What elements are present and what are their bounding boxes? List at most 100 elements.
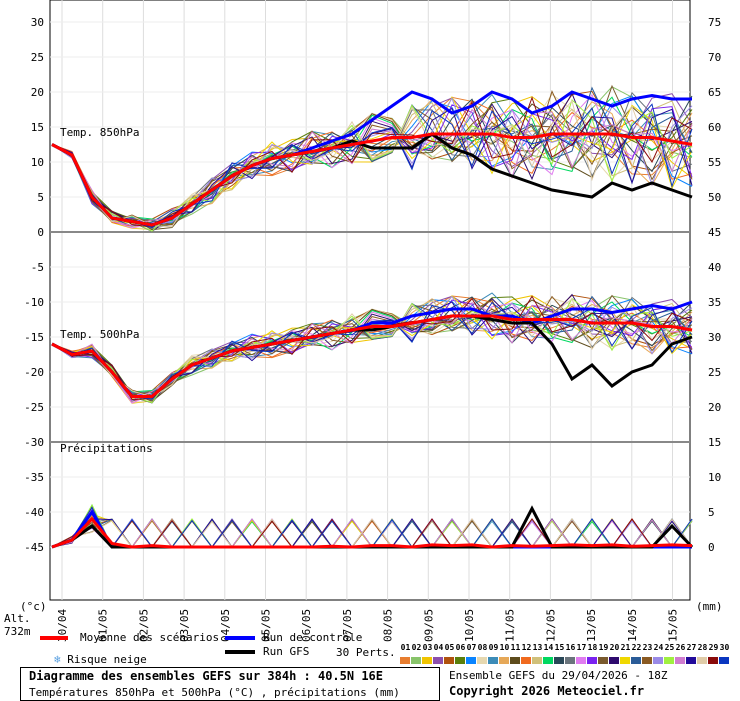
left-tick-label: 10 [31, 156, 44, 169]
x-tick-label: 15/05 [667, 609, 680, 642]
legend-mean: Moyenne des scénarios [40, 631, 219, 644]
panel-label-t850: Temp. 850hPa [60, 126, 139, 139]
perturbation-legend-item: 30 [719, 640, 730, 667]
right-tick-label: 0 [708, 541, 715, 554]
perturbation-number: 02 [411, 643, 422, 652]
perturbation-swatch [400, 657, 410, 664]
right-tick-label: 5 [708, 506, 715, 519]
perturbation-number: 10 [499, 643, 510, 652]
x-tick-label: 10/05 [463, 609, 476, 642]
perturbation-number: 14 [543, 643, 554, 652]
left-tick-label: 20 [31, 86, 44, 99]
perturbation-number: 16 [565, 643, 576, 652]
perturbation-swatch [686, 657, 696, 664]
left-tick-label: -25 [24, 401, 44, 414]
series-t500-moyenne-des-sc-narios [51, 314, 693, 398]
perturbation-swatch [532, 657, 542, 664]
perturbation-swatch [576, 657, 586, 664]
perturbation-swatch [587, 657, 597, 664]
legend-mean-label: Moyenne des scénarios [80, 631, 220, 644]
perturbation-swatch [554, 657, 564, 664]
perturbation-swatch [477, 657, 487, 664]
legend-snow: ❄ Risque neige [54, 653, 147, 666]
perturbation-legend-item: 04 [433, 640, 444, 667]
perturbation-legend-item: 01 [400, 640, 411, 667]
right-tick-label: 60 [708, 121, 721, 134]
perturbation-legend-item: 06 [455, 640, 466, 667]
perturbation-number: 08 [477, 643, 488, 652]
perturbation-number: 23 [642, 643, 653, 652]
perturbation-legend-item: 14 [543, 640, 554, 667]
perturbation-legend-item: 23 [642, 640, 653, 667]
series-precip-moyenne-des-sc-narios [51, 516, 693, 549]
perturbation-legend-item: 16 [565, 640, 576, 667]
x-tick-label: 09/05 [422, 609, 435, 642]
perturbation-legend-item: 13 [532, 640, 543, 667]
perturbation-swatch [433, 657, 443, 664]
perturbation-swatch [664, 657, 674, 664]
legend-snow-label: Risque neige [67, 653, 147, 666]
perturbation-line-t850 [51, 98, 693, 232]
x-tick-label: 04/05 [219, 609, 232, 642]
left-tick-label: 15 [31, 121, 44, 134]
x-tick-label: 02/05 [137, 609, 150, 642]
perturbation-legend-item: 17 [576, 640, 587, 667]
perturbation-number: 20 [609, 643, 620, 652]
perturbation-legend-item: 28 [697, 640, 708, 667]
altitude: Alt. 732m [4, 612, 31, 638]
right-tick-label: 25 [708, 366, 721, 379]
perturbation-legend-item: 11 [510, 640, 521, 667]
right-tick-label: 45 [708, 226, 721, 239]
perturbation-swatch [708, 657, 718, 664]
left-tick-label: -45 [24, 541, 44, 554]
perturbation-swatch [642, 657, 652, 664]
x-tick-label: 13/05 [585, 609, 598, 642]
right-tick-label: 30 [708, 331, 721, 344]
x-tick-label: 12/05 [544, 609, 557, 642]
right-tick-label: 75 [708, 16, 721, 29]
perturbation-number: 22 [631, 643, 642, 652]
perturbation-legend-item: 12 [521, 640, 532, 667]
left-tick-label: -35 [24, 471, 44, 484]
x-tick-label: 14/05 [626, 609, 639, 642]
perturbation-legend-item: 26 [675, 640, 686, 667]
perturbation-legend-item: 21 [620, 640, 631, 667]
right-tick-label: 55 [708, 156, 721, 169]
legend-control-label: Run de contrôle [263, 631, 363, 644]
perturbation-legend-item: 20 [609, 640, 620, 667]
perturbation-number: 07 [466, 643, 477, 652]
right-tick-label: 40 [708, 261, 721, 274]
perturbation-number: 11 [510, 643, 521, 652]
perturbation-number: 04 [433, 643, 444, 652]
series-t850-moyenne-des-sc-narios [51, 132, 693, 227]
perturbation-number: 24 [653, 643, 664, 652]
perturbation-swatch [488, 657, 498, 664]
left-tick-label: 30 [31, 16, 44, 29]
perturbation-line-t500 [51, 299, 693, 402]
perturbation-legend-item: 07 [466, 640, 477, 667]
perturbation-legend-item: 08 [477, 640, 488, 667]
perturbation-number: 27 [686, 643, 697, 652]
perturbation-swatch [609, 657, 619, 664]
x-tick-label: 03/05 [178, 609, 191, 642]
snowflake-icon: ❄ [54, 653, 61, 666]
x-tick-label: 06/05 [300, 609, 313, 642]
perturbation-number: 13 [532, 643, 543, 652]
perturbation-line-t500 [51, 302, 693, 402]
perturbation-number: 15 [554, 643, 565, 652]
chart-title: Diagramme des ensembles GEFS sur 384h : … [29, 669, 384, 683]
perturbation-legend-item: 22 [631, 640, 642, 667]
chart-subtitle: Températures 850hPa et 500hPa (°C) , pré… [29, 686, 400, 699]
perturbation-legend-item: 25 [664, 640, 675, 667]
perturbation-swatch [598, 657, 608, 664]
perturbation-number: 06 [455, 643, 466, 652]
legend-gfs: Run GFS [225, 645, 309, 658]
run-info: Ensemble GEFS du 29/04/2026 - 18Z [449, 669, 668, 682]
perturbation-number: 30 [719, 643, 730, 652]
legend-gfs-label: Run GFS [263, 645, 310, 658]
right-tick-label: 35 [708, 296, 721, 309]
perturbation-swatch [675, 657, 685, 664]
plot-area [49, 0, 691, 601]
perturbation-swatch [653, 657, 663, 664]
